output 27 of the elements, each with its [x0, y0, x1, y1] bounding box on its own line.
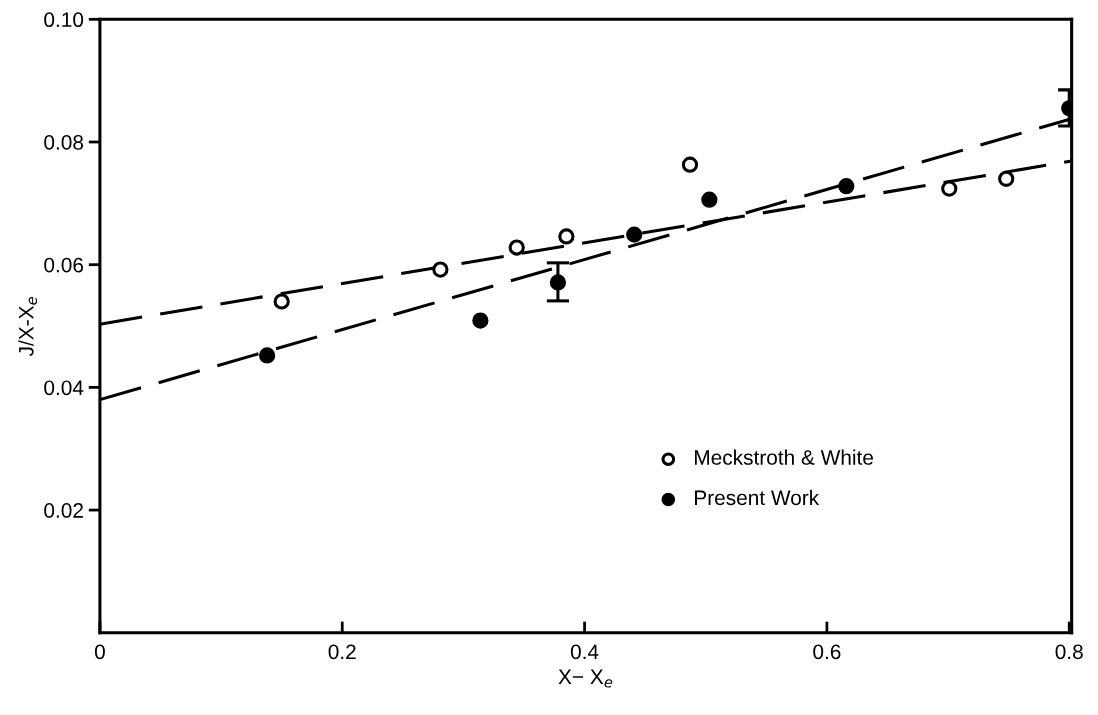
- y-tick-label: 0.08: [44, 135, 84, 150]
- x-tick-label: 0.2: [328, 644, 356, 660]
- x-axis-title: X− X$_{e}$: [558, 669, 613, 688]
- y-tick-label: 0.06: [44, 257, 84, 273]
- point: [273, 293, 290, 310]
- x-tick-label: 0: [94, 644, 105, 660]
- y-tick-label: 0.02: [44, 503, 83, 518]
- y-tick-label: 0.10: [44, 12, 84, 28]
- point: [681, 156, 699, 173]
- point: [432, 261, 449, 278]
- x-tick-label: 0.6: [813, 644, 841, 660]
- point: [998, 170, 1015, 187]
- legend-label: Present Work: [695, 489, 820, 506]
- y-tick-label: 0.04: [44, 380, 84, 396]
- x-tick-label: 0.4: [570, 644, 599, 660]
- point: [558, 228, 575, 245]
- point: [549, 274, 567, 291]
- point: [941, 180, 958, 197]
- point: [508, 239, 525, 256]
- legend-label: Meckstroth & White: [695, 449, 873, 465]
- point: [626, 226, 643, 243]
- point: [701, 191, 718, 208]
- x-tick-label: 0.8: [1055, 644, 1083, 660]
- point: [838, 178, 855, 195]
- point: [472, 312, 489, 329]
- point: [259, 347, 276, 364]
- y-axis-title: J/X-X$_{e}$: [18, 297, 38, 357]
